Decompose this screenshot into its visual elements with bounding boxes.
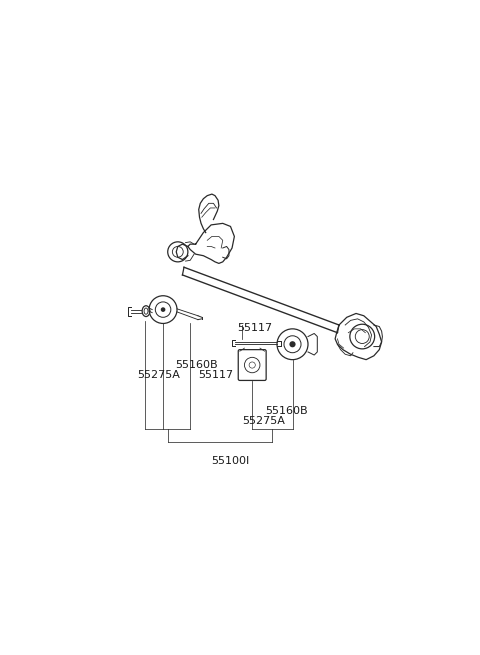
- Text: 55275A: 55275A: [137, 369, 180, 380]
- Text: 55275A: 55275A: [242, 416, 285, 426]
- Circle shape: [161, 307, 166, 312]
- Text: 55100I: 55100I: [211, 456, 250, 466]
- Text: 55117: 55117: [198, 369, 233, 380]
- Text: 55160B: 55160B: [175, 360, 217, 369]
- Text: 55117: 55117: [237, 324, 272, 333]
- Circle shape: [289, 341, 296, 347]
- Text: 55160B: 55160B: [265, 406, 308, 416]
